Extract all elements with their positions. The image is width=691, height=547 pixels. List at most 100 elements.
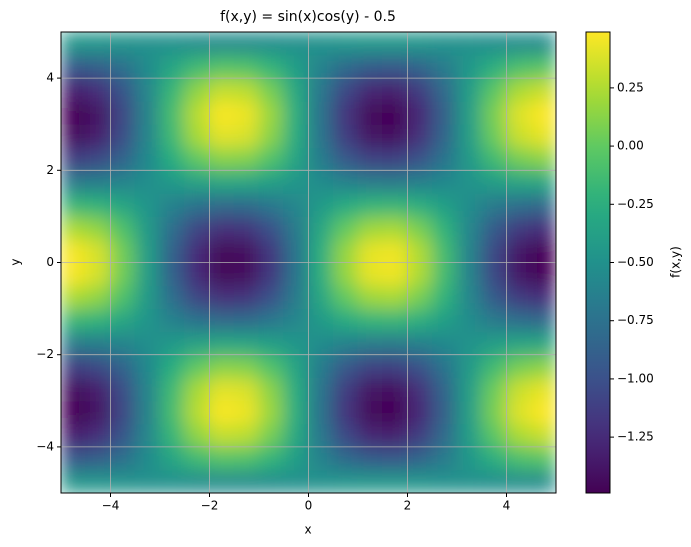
heatmap-cell [61, 285, 87, 310]
y-tick-label: 2 [46, 163, 54, 177]
heatmap-cell [159, 100, 186, 125]
heatmap-cell [431, 308, 458, 333]
heatmap-cell [233, 77, 260, 102]
heatmap-cell [209, 215, 235, 240]
heatmap-cell [530, 285, 556, 310]
heatmap-cell [407, 169, 433, 194]
heatmap-cell [283, 146, 309, 171]
heatmap-cell [209, 100, 235, 125]
heatmap-cell [357, 238, 384, 263]
heatmap-cell [233, 215, 260, 240]
heatmap-cell [209, 446, 235, 471]
heatmap-cell [382, 423, 408, 448]
heatmap-cell [209, 169, 235, 194]
heatmap-cell [407, 123, 433, 148]
heatmap-cell [332, 308, 359, 333]
heatmap-cell [61, 123, 87, 148]
heatmap-cell [332, 32, 359, 56]
heatmap-cell [134, 54, 161, 79]
heatmap-cell [308, 446, 334, 471]
heatmap-cell [407, 308, 433, 333]
heatmap-cell [456, 77, 483, 102]
heatmap-cell [357, 331, 384, 356]
heatmap-cell [283, 446, 309, 471]
heatmap-cell [308, 423, 334, 448]
heatmap-cell [110, 32, 136, 56]
heatmap-cell [382, 32, 408, 56]
heatmap-cell [258, 123, 285, 148]
heatmap-cell [61, 146, 87, 171]
heatmap-cell [481, 446, 507, 471]
heatmap-cell [258, 215, 285, 240]
heatmap-cell [431, 123, 458, 148]
heatmap-cell [407, 238, 433, 263]
heatmap-cell [61, 192, 87, 217]
heatmap-cell [407, 32, 433, 56]
heatmap-cell [85, 331, 111, 356]
heatmap-cell [456, 262, 483, 287]
heatmap-cell [85, 469, 111, 493]
heatmap-cell [308, 77, 334, 102]
heatmap-cell [456, 123, 483, 148]
heatmap-cell [134, 354, 161, 379]
heatmap-cell [184, 377, 210, 402]
heatmap-cell [308, 100, 334, 125]
heatmap-cell [357, 77, 384, 102]
heatmap-cell [110, 192, 136, 217]
heatmap-cell [530, 146, 556, 171]
x-tick-label: −4 [102, 499, 120, 513]
heatmap-cell [357, 377, 384, 402]
colorbar-tick-label: −0.50 [617, 255, 654, 269]
heatmap-cell [134, 446, 161, 471]
heatmap-cell [184, 215, 210, 240]
heatmap-cell [357, 169, 384, 194]
heatmap-cell [506, 377, 532, 402]
heatmap-cell [61, 469, 87, 493]
heatmap-cell [332, 123, 359, 148]
heatmap-cell [159, 192, 186, 217]
heatmap-cell [456, 285, 483, 310]
heatmap-cell [407, 215, 433, 240]
heatmap-cell [456, 400, 483, 425]
heatmap-cell [530, 423, 556, 448]
heatmap-cell [159, 331, 186, 356]
heatmap-cell [530, 262, 556, 287]
heatmap-cell [407, 100, 433, 125]
heatmap-cell [431, 423, 458, 448]
heatmap-cell [110, 285, 136, 310]
heatmap-cell [481, 331, 507, 356]
heatmap-cell [134, 215, 161, 240]
heatmap-cell [407, 446, 433, 471]
heatmap-cell [61, 400, 87, 425]
heatmap-cell [85, 423, 111, 448]
heatmap-cell [382, 308, 408, 333]
heatmap-cell [382, 192, 408, 217]
heatmap-cell [506, 238, 532, 263]
heatmap-cell [283, 77, 309, 102]
heatmap-cell [61, 238, 87, 263]
heatmap-cell [134, 77, 161, 102]
heatmap-cell [258, 54, 285, 79]
heatmap-cell [506, 262, 532, 287]
heatmap-cell [134, 146, 161, 171]
heatmap-cell [382, 354, 408, 379]
heatmap-cell [209, 54, 235, 79]
heatmap-cell [530, 238, 556, 263]
heatmap-cell [407, 285, 433, 310]
heatmap-cell [85, 238, 111, 263]
heatmap-cell [85, 215, 111, 240]
heatmap-cell [357, 192, 384, 217]
y-tick-label: −4 [36, 439, 54, 453]
heatmap-cell [481, 169, 507, 194]
x-tick-label: 4 [503, 499, 511, 513]
heatmap-cell [530, 400, 556, 425]
heatmap-cell [481, 146, 507, 171]
heatmap-cell [110, 308, 136, 333]
heatmap-cell [382, 100, 408, 125]
heatmap-cell [85, 100, 111, 125]
heatmap-cell [308, 169, 334, 194]
heatmap-cell [506, 215, 532, 240]
heatmap-cell [233, 100, 260, 125]
heatmap-cell [506, 469, 532, 493]
heatmap-cell [481, 238, 507, 263]
